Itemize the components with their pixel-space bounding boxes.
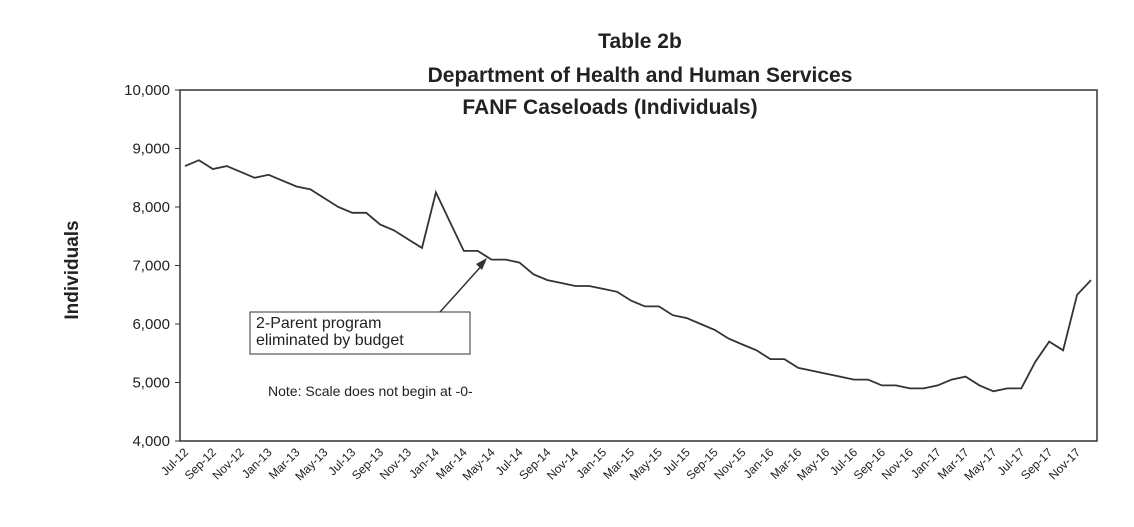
annotation-arrow bbox=[439, 261, 486, 313]
chart-title: Table 2b bbox=[598, 30, 682, 53]
arrow-head bbox=[476, 258, 487, 270]
y-tick-label: 9,000 bbox=[132, 141, 170, 158]
x-tick-label: Nov-13 bbox=[377, 445, 414, 482]
y-tick-label: 4,000 bbox=[132, 433, 170, 450]
y-tick-label: 8,000 bbox=[132, 199, 170, 216]
x-tick-label: Nov-12 bbox=[210, 445, 247, 482]
x-tick-label: Nov-15 bbox=[711, 445, 748, 482]
annotation-text: 2-Parent program bbox=[256, 315, 381, 332]
y-tick-label: 5,000 bbox=[132, 375, 170, 392]
x-tick-label: Nov-17 bbox=[1046, 445, 1083, 482]
x-tick-label: Nov-16 bbox=[879, 445, 916, 482]
line bbox=[184, 159, 1092, 393]
y-tick-label: 10,000 bbox=[124, 82, 170, 99]
note: Note: Scale does not begin at -0- bbox=[268, 383, 473, 399]
annotation-box bbox=[249, 311, 471, 355]
y-tick-label: 6,000 bbox=[132, 316, 170, 333]
x-tick-label: Nov-14 bbox=[544, 445, 581, 482]
y-tick-label: 7,000 bbox=[132, 258, 170, 275]
chart-title: Department of Health and Human Services bbox=[428, 64, 853, 87]
annotation-text: eliminated by budget bbox=[256, 332, 404, 349]
y-axis-label: Individuals bbox=[62, 220, 83, 319]
chart-title: FANF Caseloads (Individuals) bbox=[462, 96, 757, 119]
